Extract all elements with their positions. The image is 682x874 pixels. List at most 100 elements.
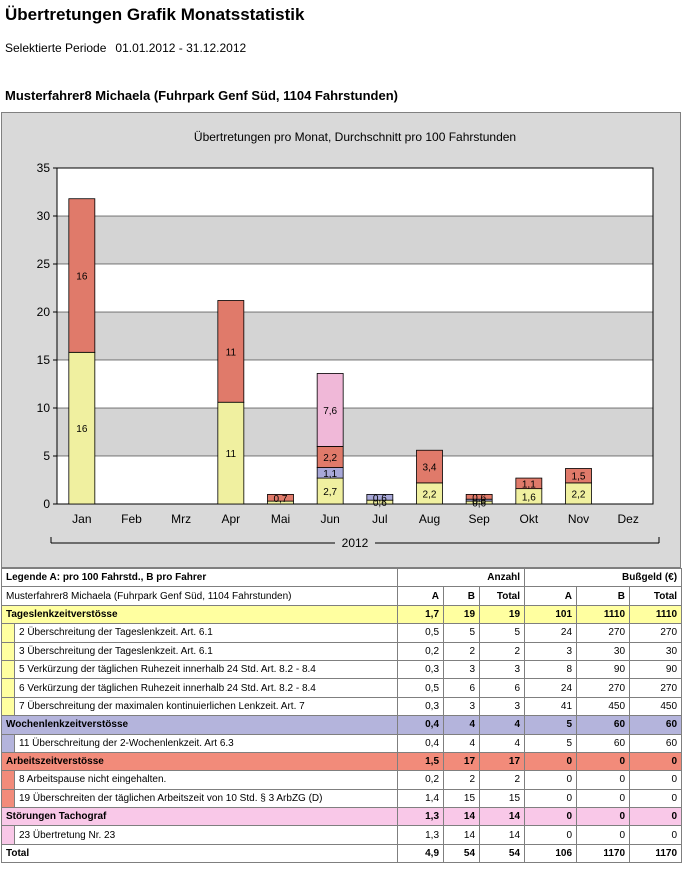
value-cell: 0,4	[397, 733, 445, 753]
value-cell: 0	[524, 770, 578, 790]
legend-header-row: Legende A: pro 100 Fahrstd., B pro Fahre…	[0, 567, 682, 588]
value-cell: 60	[576, 715, 631, 735]
grid-band	[57, 456, 653, 504]
value-cell: 4	[443, 733, 481, 753]
category-row: Tageslenkzeitverstösse 1,7 19 19 101 1110 1110	[0, 604, 682, 625]
value-cell: 30	[629, 641, 682, 661]
value-cell: 60	[629, 715, 682, 735]
data-label: 0,7	[274, 494, 288, 505]
category-label: Störungen Tachograf	[0, 807, 399, 827]
category-color-indicator	[1, 678, 15, 698]
col-a-count: A	[397, 586, 445, 606]
value-cell: 0,3	[397, 659, 445, 680]
bar-segment-stoer	[316, 373, 344, 447]
value-cell: 450	[576, 696, 631, 717]
data-label: 1,1	[323, 469, 337, 480]
bar-segment-arbeit	[416, 449, 443, 484]
header-fine: Bußgeld (€)	[524, 567, 682, 588]
value-cell: 2	[443, 770, 481, 790]
value-cell: 0	[629, 770, 682, 790]
chart-panel: Übertretungen pro Monat, Durchschnitt pr…	[1, 112, 681, 568]
period-label: Selektierte Periode	[5, 41, 107, 55]
y-tick-label: 20	[37, 305, 51, 319]
plot-border	[56, 167, 654, 505]
category-row: Wochenlenkzeitverstösse 0,4 4 4 5 60 60	[0, 715, 682, 735]
value-cell: 1170	[629, 843, 682, 864]
data-label: 2,7	[323, 487, 337, 498]
category-row: Arbeitszeitverstösse 1,5 17 17 0 0 0	[0, 751, 682, 772]
value-cell: 2	[479, 770, 526, 790]
value-cell: 1,3	[397, 807, 445, 827]
data-label: 0,6	[472, 496, 486, 507]
value-cell: 3	[443, 659, 481, 680]
data-label: 2,2	[423, 489, 437, 500]
y-tick-label: 10	[37, 401, 51, 415]
violation-row: 19 Überschreiten der täglichen Arbeitsze…	[1, 788, 682, 809]
bar-segment-woche	[366, 493, 394, 501]
category-color-indicator	[1, 733, 15, 753]
value-cell: 0	[576, 825, 631, 845]
value-cell: 3	[479, 659, 526, 680]
value-cell: 0	[629, 788, 682, 809]
data-label: 0,6	[373, 498, 387, 509]
data-label: 3,4	[423, 463, 437, 474]
value-cell: 270	[576, 623, 631, 643]
bar-segment-arbeit	[68, 198, 96, 353]
value-cell: 0,5	[397, 678, 445, 698]
x-tick-label: Aug	[419, 512, 440, 526]
value-cell: 0	[576, 807, 631, 827]
data-label: 0,6	[373, 493, 387, 504]
value-cell: 4	[479, 733, 526, 753]
data-label: 16	[76, 272, 88, 283]
value-cell: 54	[479, 843, 526, 864]
value-cell: 270	[629, 623, 682, 643]
col-a-fine: A	[524, 586, 578, 606]
violation-row: 3 Überschreitung der Tageslenkzeit. Art.…	[1, 641, 682, 661]
category-label: Tageslenkzeitverstösse	[0, 604, 399, 625]
value-cell: 19	[443, 604, 481, 625]
year-label-bg	[335, 535, 375, 551]
data-label: 16	[76, 424, 88, 435]
chart-title: Übertretungen pro Monat, Durchschnitt pr…	[194, 130, 516, 144]
value-cell: 450	[629, 696, 682, 717]
value-cell: 5	[524, 715, 578, 735]
value-cell: 0	[576, 770, 631, 790]
data-label: 1,5	[572, 472, 586, 483]
data-label: 2,2	[572, 489, 586, 500]
bar-segment-tages	[68, 351, 96, 505]
y-tick-label: 35	[37, 161, 51, 175]
data-label: 0,6	[472, 493, 486, 504]
legend-subheader-row: Musterfahrer8 Michaela (Fuhrpark Genf Sü…	[0, 586, 682, 606]
category-color-indicator	[1, 788, 15, 809]
bar-segment-arbeit	[465, 493, 493, 500]
category-color-indicator	[1, 825, 15, 845]
x-tick-label: Apr	[221, 512, 240, 526]
legend-title: Legende A: pro 100 Fahrstd., B pro Fahre…	[0, 567, 399, 588]
value-cell: 5	[524, 733, 578, 753]
value-cell: 0	[524, 807, 578, 827]
data-label: 11	[226, 347, 237, 358]
grid-band	[57, 168, 653, 216]
value-cell: 0	[524, 788, 578, 809]
violation-label: 19 Überschreiten der täglichen Arbeitsze…	[13, 788, 399, 809]
x-tick-label: Okt	[519, 512, 538, 526]
value-cell: 0,2	[397, 641, 445, 661]
value-cell: 41	[524, 696, 578, 717]
value-cell: 14	[479, 807, 526, 827]
x-tick-label: Jun	[320, 512, 339, 526]
value-cell: 0	[576, 751, 631, 772]
value-cell: 14	[479, 825, 526, 845]
value-cell: 14	[443, 807, 481, 827]
category-color-indicator	[1, 641, 15, 661]
period-line: Selektierte Periode 01.01.2012 - 31.12.20…	[5, 41, 246, 55]
y-tick-label: 30	[37, 209, 51, 223]
value-cell: 3	[443, 696, 481, 717]
value-cell: 270	[629, 678, 682, 698]
value-cell: 2	[443, 641, 481, 661]
bar-segment-arbeit	[217, 300, 245, 403]
value-cell: 4,9	[397, 843, 445, 864]
value-cell: 0,2	[397, 770, 445, 790]
category-row: Störungen Tachograf 1,3 14 14 0 0 0	[0, 807, 682, 827]
violation-row: 5 Verkürzung der täglichen Ruhezeit inne…	[1, 659, 682, 680]
value-cell: 5	[443, 623, 481, 643]
